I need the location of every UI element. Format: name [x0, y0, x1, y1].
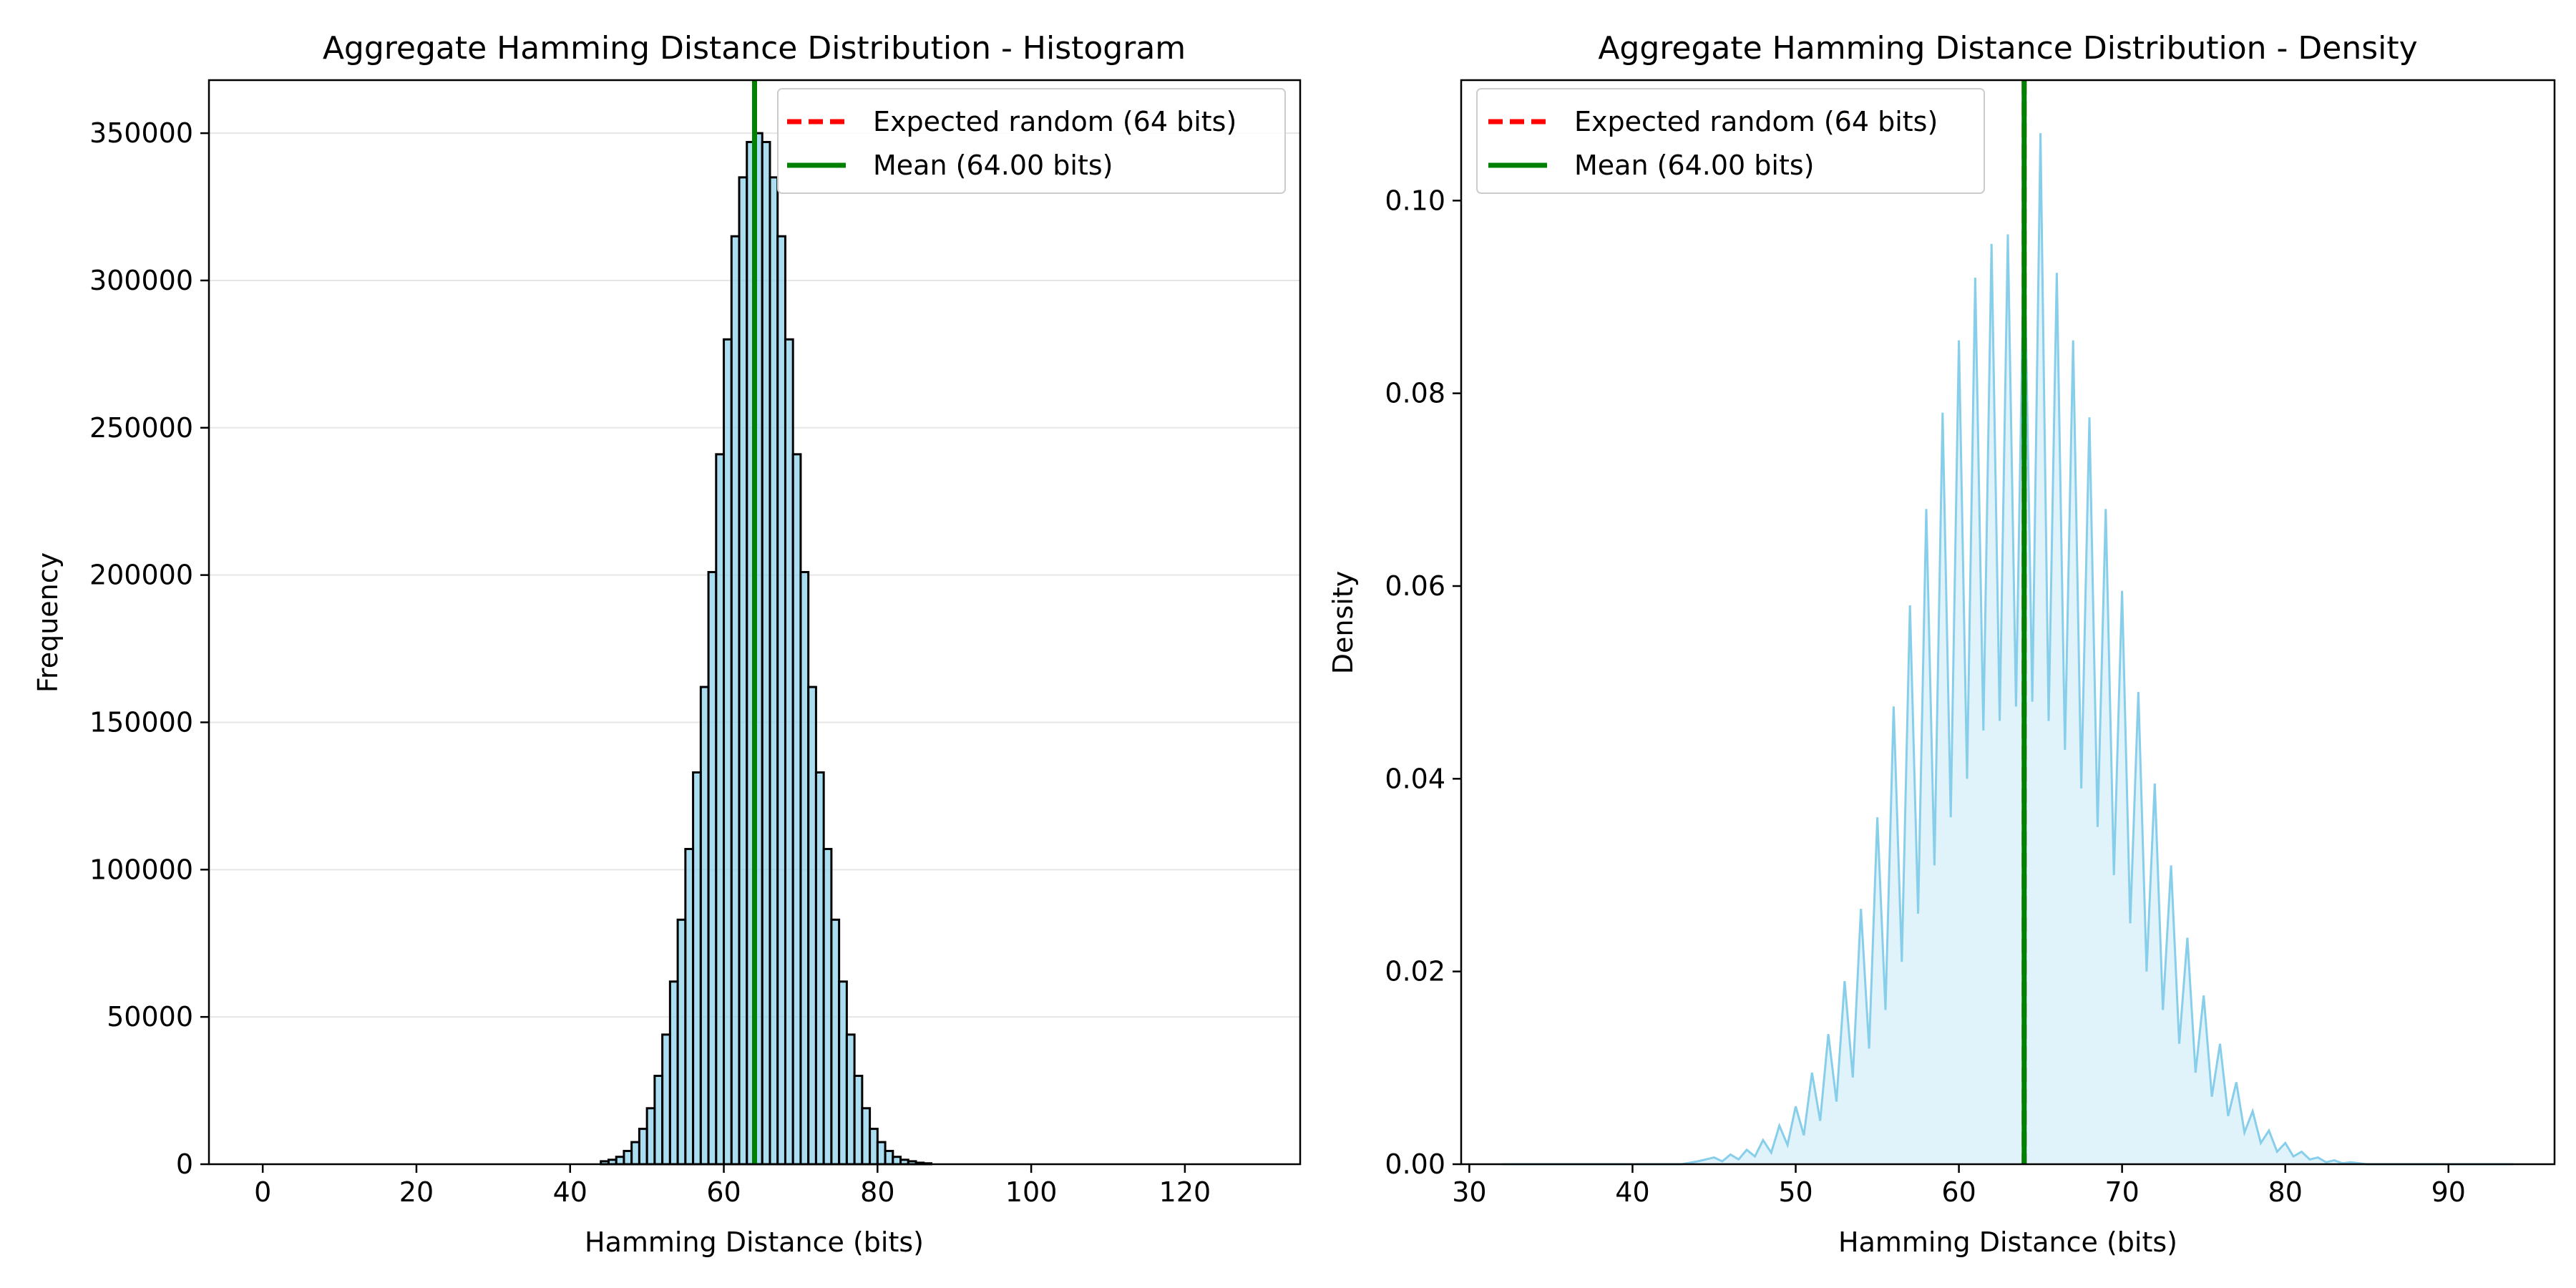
histogram-x-tick-label: 0 — [254, 1176, 271, 1208]
density-plot-frame — [1460, 79, 2556, 1166]
histogram-bar — [653, 1074, 664, 1166]
density-y-axis-label: Density — [1327, 571, 1359, 674]
histogram-y-ticks: 0 50000 100000 150000 200000 250000 300000 3500… — [89, 117, 209, 1180]
histogram-bar — [645, 1107, 656, 1166]
histogram-bar — [638, 1128, 648, 1166]
histogram-bar — [738, 176, 748, 1166]
histogram-bar — [699, 686, 710, 1166]
histogram-bars — [600, 132, 933, 1166]
histogram-bar — [861, 1107, 872, 1166]
histogram-y-tick-label: 0 — [176, 1148, 193, 1180]
histogram-bar — [822, 847, 833, 1166]
histogram-bar — [784, 338, 794, 1166]
histogram-x-ticks: 0 20 40 60 80 100 120 — [254, 1164, 1211, 1208]
histogram-y-tick-label: 200000 — [89, 560, 193, 591]
histogram-bar — [791, 453, 802, 1166]
density-x-axis-label: Hamming Distance (bits) — [1838, 1226, 2177, 1258]
density-x-ticks: 30 40 50 60 70 80 90 — [1452, 1164, 2466, 1208]
histogram-bar — [715, 453, 726, 1166]
density-y-tick-label: 0.04 — [1385, 763, 1445, 794]
histogram-bar — [676, 918, 687, 1166]
histogram-bar — [776, 235, 786, 1166]
histogram-bar — [661, 1033, 671, 1166]
histogram-y-tick-label: 150000 — [89, 706, 193, 738]
density-x-tick-label: 70 — [2104, 1176, 2139, 1208]
histogram-y-tick-label: 350000 — [89, 117, 193, 149]
histogram-bar — [892, 1156, 902, 1166]
histogram-bar — [668, 980, 679, 1166]
histogram-bar — [623, 1149, 633, 1166]
density-x-tick-label: 60 — [1941, 1176, 1976, 1208]
histogram-bar — [799, 571, 810, 1166]
histogram-y-tick-label: 250000 — [89, 412, 193, 444]
histogram-bar — [876, 1141, 887, 1166]
density-curve — [1502, 133, 2514, 1166]
density-panel: Aggregate Hamming Distance Distribution … — [1327, 30, 2556, 1258]
histogram-bar — [730, 235, 741, 1166]
histogram-bar — [684, 847, 695, 1166]
histogram-x-tick-label: 60 — [706, 1176, 741, 1208]
histogram-x-tick-label: 80 — [860, 1176, 894, 1208]
histogram-plot-frame — [208, 79, 1302, 1166]
histogram-bar — [869, 1128, 879, 1166]
density-legend-expected-label: Expected random (64 bits) — [1574, 106, 1938, 137]
histogram-bar — [707, 571, 718, 1166]
histogram-x-tick-label: 120 — [1159, 1176, 1211, 1208]
histogram-panel: Aggregate Hamming Distance Distribution … — [32, 30, 1302, 1258]
density-area — [1502, 133, 2514, 1166]
density-x-tick-label: 30 — [1452, 1176, 1486, 1208]
histogram-bar — [838, 980, 848, 1166]
histogram-bar — [814, 771, 825, 1166]
density-legend-mean-label: Mean (64.00 bits) — [1574, 150, 1815, 181]
density-y-tick-label: 0.06 — [1385, 570, 1445, 602]
density-x-tick-label: 40 — [1615, 1176, 1649, 1208]
histogram-x-tick-label: 100 — [1005, 1176, 1058, 1208]
density-y-ticks: 0.00 0.02 0.04 0.06 0.08 0.10 — [1385, 185, 1461, 1180]
histogram-legend-box — [777, 88, 1286, 194]
histogram-bar — [884, 1149, 894, 1166]
density-y-tick-label: 0.02 — [1385, 956, 1445, 987]
histogram-bar — [761, 140, 771, 1166]
density-y-tick-label: 0.00 — [1385, 1148, 1445, 1180]
histogram-title: Aggregate Hamming Distance Distribution … — [323, 30, 1186, 67]
histogram-legend-expected-label: Expected random (64 bits) — [873, 106, 1236, 137]
histogram-legend: Expected random (64 bits) Mean (64.00 bi… — [777, 88, 1286, 194]
histogram-y-tick-label: 50000 — [107, 1001, 193, 1033]
histogram-y-tick-label: 100000 — [89, 854, 193, 885]
histogram-bar — [615, 1156, 625, 1166]
histogram-bar — [830, 918, 841, 1166]
histogram-x-axis-label: Hamming Distance (bits) — [585, 1226, 924, 1258]
density-x-tick-label: 50 — [1778, 1176, 1813, 1208]
density-y-tick-label: 0.08 — [1385, 378, 1445, 409]
histogram-bar — [769, 176, 779, 1166]
histogram-x-tick-label: 40 — [553, 1176, 587, 1208]
density-fill — [1502, 133, 2514, 1165]
histogram-legend-mean-label: Mean (64.00 bits) — [873, 150, 1113, 181]
histogram-y-tick-label: 300000 — [89, 265, 193, 296]
histogram-bar — [853, 1074, 864, 1166]
histogram-bar — [630, 1141, 640, 1166]
density-y-tick-label: 0.10 — [1385, 185, 1445, 216]
histogram-bar — [723, 338, 733, 1166]
histogram-bar — [692, 771, 702, 1166]
histogram-y-axis-label: Frequency — [32, 552, 64, 693]
density-x-tick-label: 80 — [2268, 1176, 2303, 1208]
histogram-bar — [807, 686, 817, 1166]
histogram-bar — [845, 1033, 856, 1166]
density-x-tick-label: 90 — [2431, 1176, 2466, 1208]
density-legend-box — [1476, 88, 1985, 194]
density-title: Aggregate Hamming Distance Distribution … — [1598, 30, 2417, 67]
histogram-x-tick-label: 20 — [399, 1176, 434, 1208]
density-legend: Expected random (64 bits) Mean (64.00 bi… — [1476, 88, 1985, 194]
